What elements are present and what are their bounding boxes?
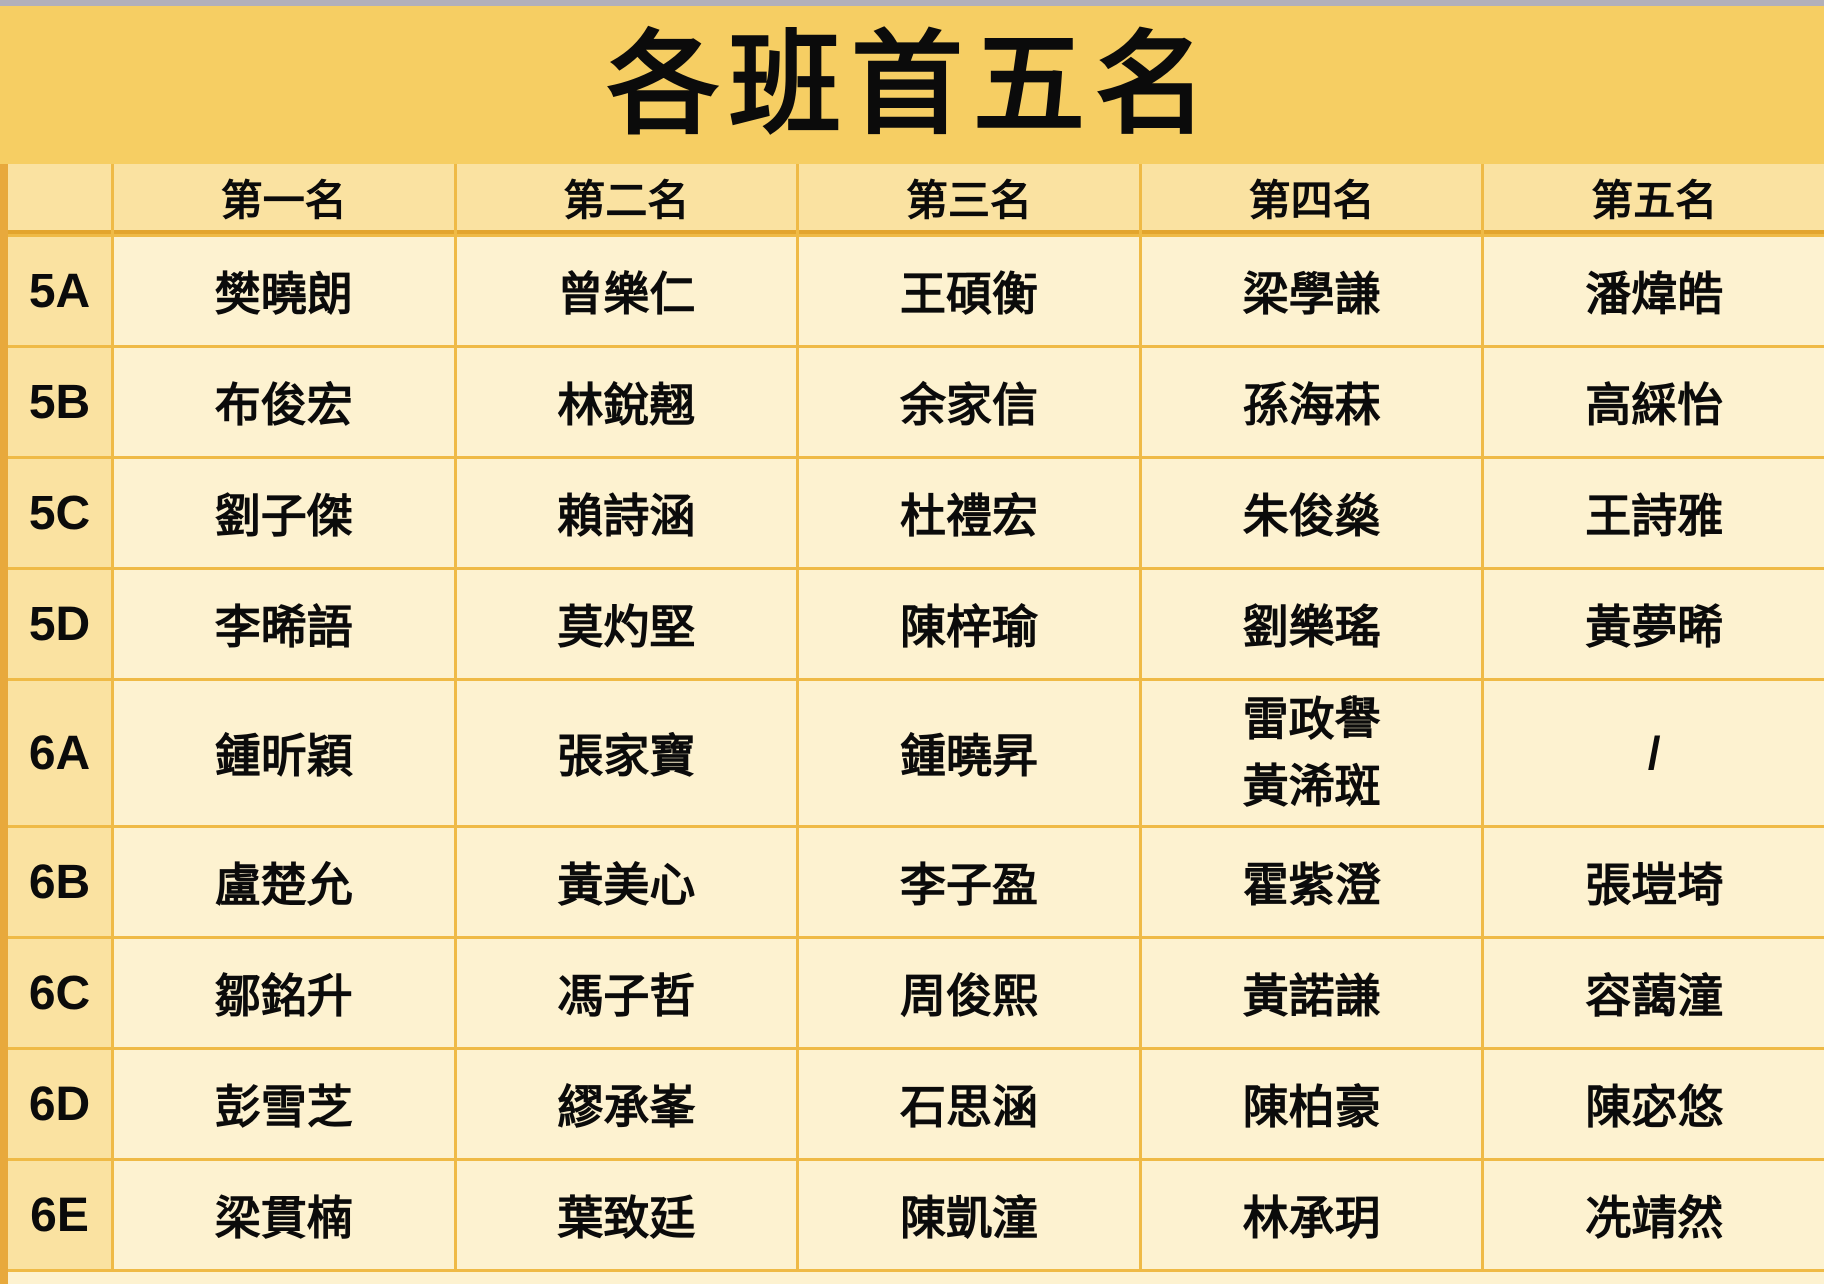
rank-cell-6A-4: 雷政譽 黃浠斑 (1141, 681, 1482, 825)
rank-cell-6B-5: 張塏埼 (1484, 828, 1824, 936)
rank-cell-5B-1: 布俊宏 (114, 348, 454, 456)
class-label-6B: 6B (8, 828, 111, 936)
rank-cell-5C-1: 劉子傑 (114, 459, 454, 567)
rank-cell-5D-2: 莫灼堅 (456, 570, 797, 678)
rank-cell-5A-2: 曾樂仁 (456, 237, 797, 345)
rank-cell-6B-2: 黃美心 (456, 828, 797, 936)
class-label-6D: 6D (8, 1050, 111, 1158)
rank-cell-6A-2: 張家寶 (456, 681, 797, 825)
rank-cell-6D-3: 石思涵 (799, 1050, 1139, 1158)
rank-cell-5B-5: 高綵怡 (1484, 348, 1824, 456)
rank-cell-6D-4: 陳柏豪 (1141, 1050, 1482, 1158)
corner-cell (8, 164, 111, 234)
class-label-6C: 6C (8, 939, 111, 1047)
rank-cell-6E-5: 冼靖然 (1484, 1161, 1824, 1269)
rank-cell-6C-4: 黃諾謙 (1141, 939, 1482, 1047)
header-cell-rank-4: 第四名 (1141, 164, 1482, 234)
rank-cell-6E-2: 葉致廷 (456, 1161, 797, 1269)
rank-name-line: 黃浠斑 (1242, 760, 1381, 812)
rank-cell-6B-4: 霍紫澄 (1141, 828, 1482, 936)
rankings-grid: 第一名 第二名 第三名 第四名 第五名 5A 樊曉朗 曾樂仁 王碩衡 梁學謙 潘煒皓 5B 布俊宏 林銳翹… (8, 164, 1824, 1269)
rank-cell-5A-5: 潘煒皓 (1484, 237, 1824, 345)
rank-cell-5D-5: 黃夢晞 (1484, 570, 1824, 678)
rank-cell-6A-5: / (1484, 681, 1824, 825)
rank-cell-5B-3: 余家信 (799, 348, 1139, 456)
class-label-5A: 5A (8, 237, 111, 345)
rank-cell-5D-3: 陳梓瑜 (799, 570, 1139, 678)
rank-cell-5C-4: 朱俊燊 (1141, 459, 1482, 567)
rank-cell-6D-2: 繆承峯 (456, 1050, 797, 1158)
rank-cell-6A-3: 鍾曉昇 (799, 681, 1139, 825)
class-label-5D: 5D (8, 570, 111, 678)
rank-cell-6E-4: 林承玥 (1141, 1161, 1482, 1269)
title-band: 各班首五名 (0, 6, 1824, 164)
rank-cell-6C-1: 鄒銘升 (114, 939, 454, 1047)
rank-cell-5A-4: 梁學謙 (1141, 237, 1482, 345)
rank-cell-6B-1: 盧楚允 (114, 828, 454, 936)
rankings-table: 第一名 第二名 第三名 第四名 第五名 5A 樊曉朗 曾樂仁 王碩衡 梁學謙 潘煒皓 5B 布俊宏 林銳翹… (0, 164, 1824, 1284)
rank-cell-6E-1: 梁貫楠 (114, 1161, 454, 1269)
rank-cell-6E-3: 陳凱潼 (799, 1161, 1139, 1269)
header-cell-rank-3: 第三名 (799, 164, 1139, 234)
class-label-5C: 5C (8, 459, 111, 567)
rank-cell-5C-3: 杜禮宏 (799, 459, 1139, 567)
class-label-5B: 5B (8, 348, 111, 456)
header-cell-rank-5: 第五名 (1484, 164, 1824, 234)
rank-cell-5D-4: 劉樂瑤 (1141, 570, 1482, 678)
header-cell-rank-2: 第二名 (456, 164, 797, 234)
class-label-6A: 6A (8, 681, 111, 825)
rank-cell-5B-4: 孫海菻 (1141, 348, 1482, 456)
rank-cell-5D-1: 李晞語 (114, 570, 454, 678)
rank-cell-5C-2: 賴詩涵 (456, 459, 797, 567)
rank-cell-5C-5: 王詩雅 (1484, 459, 1824, 567)
rank-cell-6B-3: 李子盈 (799, 828, 1139, 936)
rank-cell-5A-1: 樊曉朗 (114, 237, 454, 345)
header-cell-rank-1: 第一名 (114, 164, 454, 234)
class-label-6E: 6E (8, 1161, 111, 1269)
window-edge-strip (0, 0, 1824, 6)
rank-cell-6C-3: 周俊熙 (799, 939, 1139, 1047)
rank-cell-5B-2: 林銳翹 (456, 348, 797, 456)
rank-cell-5A-3: 王碩衡 (799, 237, 1139, 345)
rank-cell-6D-5: 陳宓悠 (1484, 1050, 1824, 1158)
rank-name-line: 雷政譽 (1242, 693, 1381, 746)
rank-cell-6D-1: 彭雪芝 (114, 1050, 454, 1158)
rank-cell-6A-1: 鍾昕穎 (114, 681, 454, 825)
table-bottom-edge (8, 1269, 1824, 1284)
rank-cell-6C-2: 馮子哲 (456, 939, 797, 1047)
page-title: 各班首五名 (607, 22, 1217, 147)
rank-cell-6C-5: 容藹潼 (1484, 939, 1824, 1047)
